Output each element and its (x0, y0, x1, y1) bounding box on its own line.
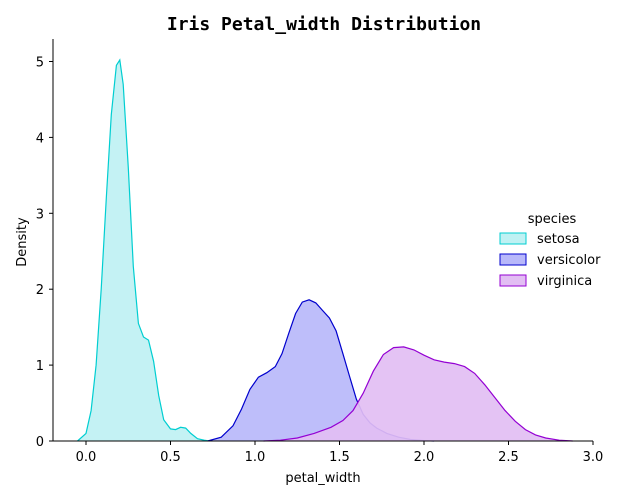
x-tick-label: 1.5 (329, 450, 350, 465)
legend-swatch-virginica (499, 274, 527, 287)
y-tick-label: 4 (36, 131, 44, 146)
legend-swatch-setosa (499, 232, 527, 245)
series-area-setosa (77, 60, 210, 441)
x-tick-label: 3.0 (583, 450, 604, 465)
x-ticks: 0.0 0.5 1.0 1.5 2.0 2.5 3.0 (76, 441, 604, 465)
x-tick-label: 0.0 (76, 450, 97, 465)
series-line-setosa (77, 58, 210, 442)
legend-label-virginica: virginica (537, 274, 592, 289)
legend-title: species (528, 212, 577, 227)
legend: species setosa versicolor virginica (499, 212, 601, 289)
x-tick-label: 1.0 (245, 450, 266, 465)
y-tick-label: 1 (36, 359, 44, 374)
legend-swatch-versicolor (499, 253, 527, 266)
y-tick-label: 3 (36, 207, 44, 222)
x-tick-label: 0.5 (160, 450, 181, 465)
y-tick-label: 0 (36, 435, 44, 450)
series-line-virginica (263, 346, 573, 442)
x-tick-label: 2.0 (414, 450, 435, 465)
x-axis-label: petal_width (285, 471, 360, 486)
y-tick-label: 2 (36, 283, 44, 298)
plot-area (77, 58, 573, 442)
series-area-versicolor (207, 299, 435, 441)
series-area-virginica (263, 346, 573, 441)
y-axis-label: Density (15, 217, 30, 267)
axes (52, 39, 593, 442)
chart-title: Iris Petal_width Distribution (167, 14, 481, 35)
legend-label-versicolor: versicolor (537, 253, 601, 268)
legend-label-setosa: setosa (537, 232, 580, 247)
y-ticks: 0 1 2 3 4 5 (36, 56, 53, 450)
x-tick-label: 2.5 (498, 450, 519, 465)
y-tick-label: 5 (36, 56, 44, 71)
